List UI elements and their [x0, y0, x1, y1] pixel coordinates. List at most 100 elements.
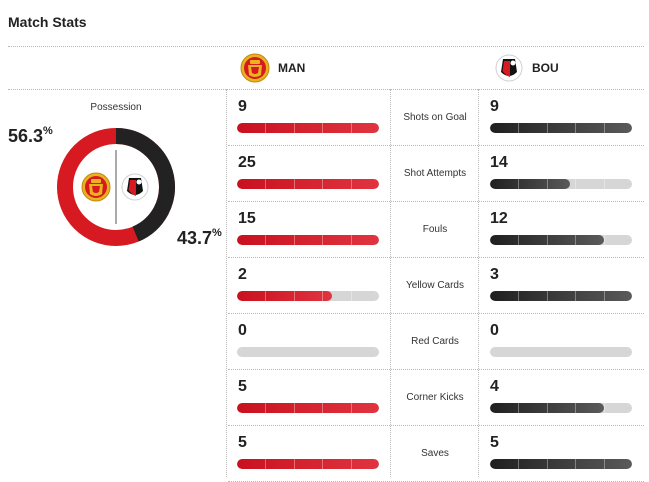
away-stat-bar [490, 403, 632, 413]
bar-segment-divider [265, 179, 266, 189]
bar-segment-divider [322, 235, 323, 245]
away-stat-value: 5 [490, 434, 499, 451]
bar-segment-divider [351, 235, 352, 245]
bar-segment-divider [575, 123, 576, 133]
home-team-abbr: MAN [278, 61, 306, 75]
away-stat-bar [490, 235, 632, 245]
home-stat-bar [237, 459, 379, 469]
away-stat-bar [490, 459, 632, 469]
home-stat-bar-fill [237, 123, 379, 133]
away-stat-bar-fill [490, 179, 605, 189]
bar-segment-divider [547, 179, 548, 189]
bar-segment-divider [604, 179, 605, 189]
away-stat-bar-fill [490, 403, 605, 413]
bar-segment-divider [322, 179, 323, 189]
bar-segment-divider [604, 403, 605, 413]
stat-label: Yellow Cards [406, 280, 464, 291]
row-divider [228, 145, 644, 146]
bar-segment-divider [294, 403, 295, 413]
stat-row: 5 Corner Kicks 4 [228, 370, 644, 426]
home-stat-value: 9 [238, 98, 247, 115]
away-stat-bar-fill [490, 291, 632, 301]
away-stat-bar-fill [490, 123, 632, 133]
home-stat-bar [237, 291, 379, 301]
row-divider [228, 369, 644, 370]
possession-label: Possession [90, 102, 142, 113]
row-divider [228, 313, 644, 314]
home-stat-value: 15 [238, 210, 256, 227]
bar-segment-divider [265, 291, 266, 301]
bar-segment-divider [547, 123, 548, 133]
bar-segment-divider [351, 403, 352, 413]
stat-row: 25 Shot Attempts 14 [228, 146, 644, 202]
bar-segment-divider [547, 291, 548, 301]
stat-row: 15 Fouls 12 [228, 202, 644, 258]
home-stat-bar-fill [237, 291, 352, 301]
away-team-header[interactable]: BOU [494, 53, 559, 83]
bar-segment-divider [518, 179, 519, 189]
bar-segment-divider [322, 291, 323, 301]
bar-segment-divider [294, 459, 295, 469]
away-stat-bar [490, 291, 632, 301]
home-stat-bar [237, 123, 379, 133]
home-stat-value: 25 [238, 154, 256, 171]
bar-segment-divider [351, 291, 352, 301]
away-stat-bar [490, 179, 632, 189]
title-divider [8, 46, 644, 47]
bar-segment-divider [575, 179, 576, 189]
away-stat-bar [490, 347, 632, 357]
bournemouth-crest-icon [495, 54, 523, 82]
home-possession-percent: 56.3% [8, 125, 53, 146]
bar-segment-divider [604, 235, 605, 245]
home-stat-bar [237, 347, 379, 357]
home-stat-bar [237, 403, 379, 413]
page-title: Match Stats [8, 14, 87, 30]
row-divider [228, 425, 644, 426]
stat-label: Fouls [422, 224, 448, 235]
possession-column-divider [226, 89, 227, 477]
away-stat-bar [490, 123, 632, 133]
away-stat-value: 0 [490, 322, 499, 339]
bar-segment-divider [351, 123, 352, 133]
home-stat-bar [237, 179, 379, 189]
stat-label: Saves [421, 448, 449, 459]
possession-away-arc [115, 128, 175, 242]
bar-segment-divider [322, 459, 323, 469]
bar-segment-divider [518, 235, 519, 245]
away-stat-value: 4 [490, 378, 499, 395]
stat-row: 0 Red Cards 0 [228, 314, 644, 370]
away-stat-bar-fill [490, 459, 632, 469]
bar-segment-divider [265, 123, 266, 133]
home-stat-value: 2 [238, 266, 247, 283]
bar-segment-divider [575, 291, 576, 301]
home-team-header[interactable]: MAN [240, 53, 305, 83]
away-stat-value: 14 [490, 154, 508, 171]
bar-segment-divider [518, 123, 519, 133]
bar-segment-divider [351, 179, 352, 189]
away-possession-percent: 43.7% [177, 227, 222, 248]
stat-row: 9 Shots on Goal 9 [228, 90, 644, 146]
bar-segment-divider [518, 403, 519, 413]
away-stat-value: 12 [490, 210, 508, 227]
bar-segment-divider [575, 235, 576, 245]
bar-segment-divider [604, 291, 605, 301]
stat-label: Shot Attempts [403, 168, 467, 179]
bar-segment-divider [265, 403, 266, 413]
home-stat-bar-fill [237, 179, 379, 189]
bar-segment-divider [604, 459, 605, 469]
bar-segment-divider [604, 123, 605, 133]
row-divider [228, 257, 644, 258]
away-team-abbr: BOU [532, 61, 559, 75]
bar-segment-divider [294, 179, 295, 189]
bar-segment-divider [575, 459, 576, 469]
bar-segment-divider [518, 291, 519, 301]
bar-segment-divider [322, 123, 323, 133]
bar-segment-divider [294, 291, 295, 301]
stat-label: Red Cards [411, 336, 459, 347]
home-stat-bar-fill [237, 235, 379, 245]
row-divider [228, 201, 644, 202]
bar-segment-divider [575, 403, 576, 413]
manchester-united-crest-icon [240, 53, 270, 83]
bar-segment-divider [294, 235, 295, 245]
home-stat-bar-fill [237, 403, 379, 413]
